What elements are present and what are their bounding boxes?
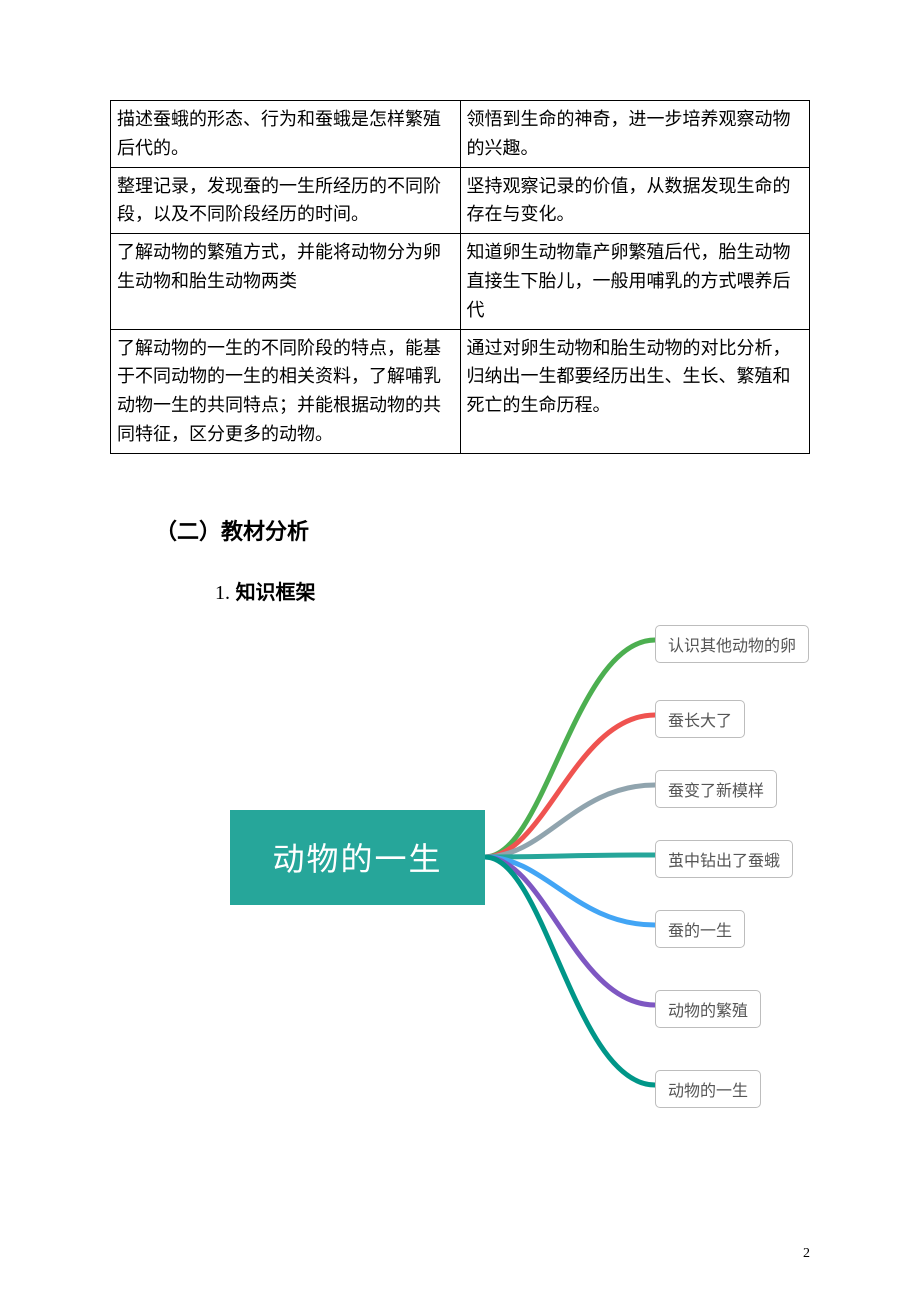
mindmap-leaf-node: 蚕的一生 <box>655 910 745 948</box>
learning-objectives-table: 描述蚕蛾的形态、行为和蚕蛾是怎样繁殖后代的。领悟到生命的神奇，进一步培养观察动物… <box>110 100 810 454</box>
table-row: 了解动物的一生的不同阶段的特点，能基于不同动物的一生的相关资料，了解哺乳动物一生… <box>111 329 810 453</box>
table-cell-right: 知道卵生动物靠产卵繁殖后代，胎生动物直接生下胎儿，一般用哺乳的方式喂养后代 <box>460 234 810 329</box>
subsection-heading: 1. 知识框架 <box>215 576 810 605</box>
table-row: 描述蚕蛾的形态、行为和蚕蛾是怎样繁殖后代的。领悟到生命的神奇，进一步培养观察动物… <box>111 101 810 168</box>
mindmap-leaf-node: 茧中钻出了蚕蛾 <box>655 840 793 878</box>
mindmap-diagram: 动物的一生 认识其他动物的卵蚕长大了蚕变了新模样茧中钻出了蚕蛾蚕的一生动物的繁殖… <box>210 625 830 1115</box>
table-row: 了解动物的繁殖方式，并能将动物分为卵生动物和胎生动物两类知道卵生动物靠产卵繁殖后… <box>111 234 810 329</box>
mindmap-leaf-node: 动物的一生 <box>655 1070 761 1108</box>
table-cell-right: 坚持观察记录的价值，从数据发现生命的存在与变化。 <box>460 167 810 234</box>
table-cell-left: 整理记录，发现蚕的一生所经历的不同阶段，以及不同阶段经历的时间。 <box>111 167 461 234</box>
mindmap-leaf-node: 蚕变了新模样 <box>655 770 777 808</box>
table-row: 整理记录，发现蚕的一生所经历的不同阶段，以及不同阶段经历的时间。坚持观察记录的价… <box>111 167 810 234</box>
mindmap-root-node: 动物的一生 <box>230 810 485 905</box>
subsection-number: 1. <box>215 582 230 604</box>
table-cell-right: 通过对卵生动物和胎生动物的对比分析，归纳出一生都要经历出生、生长、繁殖和死亡的生… <box>460 329 810 453</box>
mindmap-leaf-node: 动物的繁殖 <box>655 990 761 1028</box>
section-heading: （二）教材分析 <box>155 514 810 546</box>
subsection-text: 知识框架 <box>236 582 316 604</box>
mindmap-leaf-node: 蚕长大了 <box>655 700 745 738</box>
table-cell-left: 描述蚕蛾的形态、行为和蚕蛾是怎样繁殖后代的。 <box>111 101 461 168</box>
table-cell-left: 了解动物的一生的不同阶段的特点，能基于不同动物的一生的相关资料，了解哺乳动物一生… <box>111 329 461 453</box>
table-cell-left: 了解动物的繁殖方式，并能将动物分为卵生动物和胎生动物两类 <box>111 234 461 329</box>
mindmap-leaf-node: 认识其他动物的卵 <box>655 625 809 663</box>
page-number: 2 <box>803 1246 810 1262</box>
table-cell-right: 领悟到生命的神奇，进一步培养观察动物的兴趣。 <box>460 101 810 168</box>
